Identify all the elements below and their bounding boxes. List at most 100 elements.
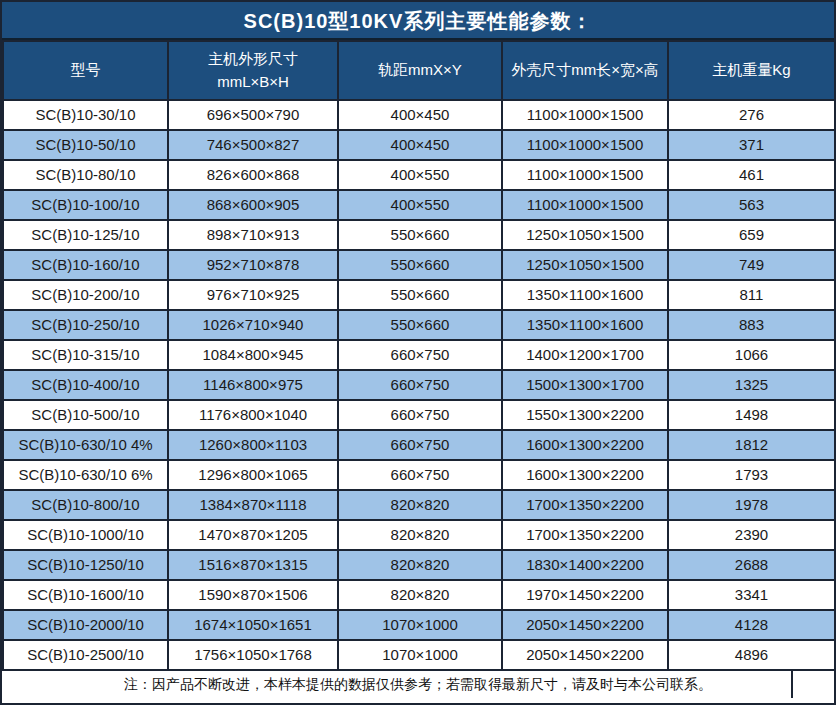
- cell-model: SC(B)10-1000/10: [3, 520, 168, 550]
- cell-shell-dims: 1100×1000×1500: [502, 190, 668, 220]
- cell-weight: 883: [668, 310, 835, 340]
- cell-rail-gauge: 660×750: [338, 460, 502, 490]
- cell-weight: 1812: [668, 430, 835, 460]
- col-header-host-dims-line2: mmL×B×H: [169, 71, 337, 94]
- cell-shell-dims: 1700×1350×2200: [502, 520, 668, 550]
- cell-rail-gauge: 400×550: [338, 190, 502, 220]
- cell-shell-dims: 1600×1300×2200: [502, 430, 668, 460]
- footnote-divider: [791, 671, 793, 698]
- cell-host-dims: 1470×870×1205: [168, 520, 338, 550]
- cell-weight: 4128: [668, 610, 835, 640]
- cell-shell-dims: 1250×1050×1500: [502, 220, 668, 250]
- cell-weight: 4896: [668, 640, 835, 670]
- cell-host-dims: 1084×800×945: [168, 340, 338, 370]
- cell-model: SC(B)10-1250/10: [3, 550, 168, 580]
- cell-host-dims: 1176×800×1040: [168, 400, 338, 430]
- cell-host-dims: 1756×1050×1768: [168, 640, 338, 670]
- cell-weight: 371: [668, 130, 835, 160]
- cell-weight: 3341: [668, 580, 835, 610]
- footnote: 注：因产品不断改进，本样本提供的数据仅供参考；若需取得最新尺寸，请及时与本公司联…: [2, 671, 834, 698]
- cell-rail-gauge: 1070×1000: [338, 610, 502, 640]
- cell-shell-dims: 1350×1100×1600: [502, 310, 668, 340]
- cell-shell-dims: 1100×1000×1500: [502, 130, 668, 160]
- cell-model: SC(B)10-2000/10: [3, 610, 168, 640]
- cell-model: SC(B)10-80/10: [3, 160, 168, 190]
- cell-host-dims: 1296×800×1065: [168, 460, 338, 490]
- page-title: SC(B)10型10KV系列主要性能参数：: [2, 2, 834, 40]
- header-row: 型号 主机外形尺寸 mmL×B×H 轨距mmX×Y 外壳尺寸mm长×宽×高 主机…: [3, 41, 835, 100]
- cell-shell-dims: 1250×1050×1500: [502, 250, 668, 280]
- cell-weight: 1793: [668, 460, 835, 490]
- table-row: SC(B)10-2500/101756×1050×17681070×100020…: [3, 640, 835, 670]
- cell-host-dims: 976×710×925: [168, 280, 338, 310]
- cell-host-dims: 746×500×827: [168, 130, 338, 160]
- cell-host-dims: 826×600×868: [168, 160, 338, 190]
- cell-model: SC(B)10-400/10: [3, 370, 168, 400]
- table-row: SC(B)10-1600/101590×870×1506820×8201970×…: [3, 580, 835, 610]
- cell-host-dims: 696×500×790: [168, 100, 338, 130]
- cell-shell-dims: 1830×1400×2200: [502, 550, 668, 580]
- cell-shell-dims: 1500×1300×1700: [502, 370, 668, 400]
- table-row: SC(B)10-125/10898×710×913550×6601250×105…: [3, 220, 835, 250]
- cell-host-dims: 898×710×913: [168, 220, 338, 250]
- col-header-shell-dims: 外壳尺寸mm长×宽×高: [502, 41, 668, 100]
- cell-rail-gauge: 660×750: [338, 400, 502, 430]
- table-row: SC(B)10-500/101176×800×1040660×7501550×1…: [3, 400, 835, 430]
- col-header-model: 型号: [3, 41, 168, 100]
- cell-weight: 749: [668, 250, 835, 280]
- cell-model: SC(B)10-630/10 6%: [3, 460, 168, 490]
- cell-shell-dims: 1970×1450×2200: [502, 580, 668, 610]
- col-header-weight: 主机重量Kg: [668, 41, 835, 100]
- footnote-text: 注：因产品不断改进，本样本提供的数据仅供参考；若需取得最新尺寸，请及时与本公司联…: [124, 676, 712, 692]
- cell-model: SC(B)10-1600/10: [3, 580, 168, 610]
- table-row: SC(B)10-2000/101674×1050×16511070×100020…: [3, 610, 835, 640]
- cell-weight: 659: [668, 220, 835, 250]
- cell-model: SC(B)10-50/10: [3, 130, 168, 160]
- col-header-rail-gauge: 轨距mmX×Y: [338, 41, 502, 100]
- table-row: SC(B)10-1250/101516×870×1315820×8201830×…: [3, 550, 835, 580]
- table-row: SC(B)10-800/101384×870×1118820×8201700×1…: [3, 490, 835, 520]
- cell-model: SC(B)10-500/10: [3, 400, 168, 430]
- cell-weight: 1498: [668, 400, 835, 430]
- cell-model: SC(B)10-630/10 4%: [3, 430, 168, 460]
- cell-shell-dims: 1350×1100×1600: [502, 280, 668, 310]
- table-row: SC(B)10-50/10746×500×827400×4501100×1000…: [3, 130, 835, 160]
- cell-rail-gauge: 660×750: [338, 370, 502, 400]
- table-row: SC(B)10-630/10 6%1296×800×1065660×750160…: [3, 460, 835, 490]
- table-row: SC(B)10-315/101084×800×945660×7501400×12…: [3, 340, 835, 370]
- cell-shell-dims: 1100×1000×1500: [502, 100, 668, 130]
- table-body: SC(B)10-30/10696×500×790400×4501100×1000…: [3, 100, 835, 670]
- cell-model: SC(B)10-315/10: [3, 340, 168, 370]
- cell-shell-dims: 1400×1200×1700: [502, 340, 668, 370]
- cell-host-dims: 1026×710×940: [168, 310, 338, 340]
- cell-host-dims: 952×710×878: [168, 250, 338, 280]
- cell-shell-dims: 1600×1300×2200: [502, 460, 668, 490]
- cell-rail-gauge: 550×660: [338, 310, 502, 340]
- cell-shell-dims: 2050×1450×2200: [502, 640, 668, 670]
- cell-shell-dims: 2050×1450×2200: [502, 610, 668, 640]
- table-row: SC(B)10-160/10952×710×878550×6601250×105…: [3, 250, 835, 280]
- cell-weight: 461: [668, 160, 835, 190]
- cell-rail-gauge: 400×450: [338, 100, 502, 130]
- cell-shell-dims: 1100×1000×1500: [502, 160, 668, 190]
- cell-host-dims: 1146×800×975: [168, 370, 338, 400]
- cell-rail-gauge: 660×750: [338, 430, 502, 460]
- table-row: SC(B)10-250/101026×710×940550×6601350×11…: [3, 310, 835, 340]
- cell-model: SC(B)10-800/10: [3, 490, 168, 520]
- table-row: SC(B)10-1000/101470×870×1205820×8201700×…: [3, 520, 835, 550]
- cell-weight: 811: [668, 280, 835, 310]
- cell-model: SC(B)10-125/10: [3, 220, 168, 250]
- cell-rail-gauge: 660×750: [338, 340, 502, 370]
- cell-rail-gauge: 820×820: [338, 580, 502, 610]
- cell-model: SC(B)10-30/10: [3, 100, 168, 130]
- cell-host-dims: 1516×870×1315: [168, 550, 338, 580]
- spec-table: 型号 主机外形尺寸 mmL×B×H 轨距mmX×Y 外壳尺寸mm长×宽×高 主机…: [2, 40, 836, 671]
- table-row: SC(B)10-80/10826×600×868400×5501100×1000…: [3, 160, 835, 190]
- cell-host-dims: 1674×1050×1651: [168, 610, 338, 640]
- cell-weight: 2390: [668, 520, 835, 550]
- cell-weight: 1978: [668, 490, 835, 520]
- spec-sheet: SC(B)10型10KV系列主要性能参数： 型号 主机外形尺寸 mmL×B×H …: [0, 0, 836, 705]
- cell-model: SC(B)10-250/10: [3, 310, 168, 340]
- table-row: SC(B)10-200/10976×710×925550×6601350×110…: [3, 280, 835, 310]
- table-row: SC(B)10-400/101146×800×975660×7501500×13…: [3, 370, 835, 400]
